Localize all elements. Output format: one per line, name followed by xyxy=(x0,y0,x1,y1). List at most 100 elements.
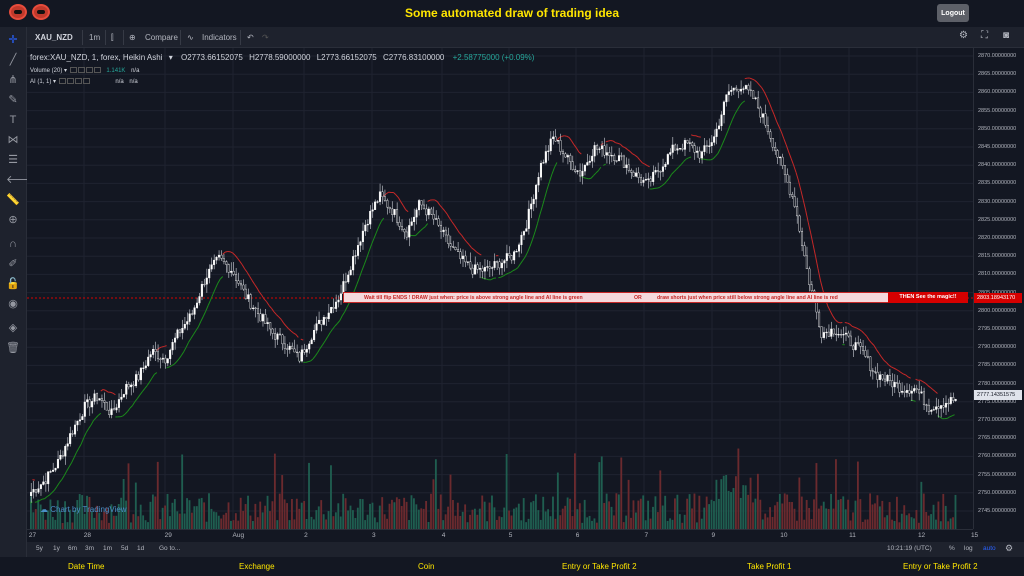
volume-bar xyxy=(203,502,206,529)
price-chart[interactable] xyxy=(27,48,973,529)
indicators-icon[interactable]: ∿ xyxy=(187,33,194,42)
divider xyxy=(240,30,241,45)
more-toggle-icon[interactable] xyxy=(82,78,90,85)
measure-icon[interactable]: 📏 xyxy=(6,194,20,206)
volume-bar xyxy=(137,516,140,529)
undo-icon[interactable]: ↶ xyxy=(247,33,254,42)
close-toggle-icon[interactable] xyxy=(85,67,93,74)
back-arrow-icon[interactable]: 🡐 xyxy=(6,174,36,186)
text-icon[interactable]: T xyxy=(9,114,17,126)
volume-bar xyxy=(817,508,820,529)
settings-toggle-icon[interactable] xyxy=(77,67,85,74)
settings-icon[interactable]: ⚙ xyxy=(1005,543,1014,553)
volume-bar xyxy=(122,478,125,529)
chart-area[interactable] xyxy=(27,48,973,529)
range-1m[interactable]: 1m xyxy=(103,545,113,552)
candle-body xyxy=(188,313,191,322)
volume-bar xyxy=(578,503,581,529)
volume-bar xyxy=(805,499,808,529)
layers-icon[interactable]: ◈ xyxy=(8,322,18,334)
volume-bar xyxy=(776,501,779,529)
candle-body xyxy=(888,375,891,381)
stay-drawing-icon[interactable]: ✐ xyxy=(8,258,18,270)
dropdown-arrow-icon[interactable]: ▾ xyxy=(53,79,57,85)
volume-bar xyxy=(110,504,113,529)
ai-line-segment xyxy=(193,330,197,335)
candle-body xyxy=(530,203,533,210)
volume-bar xyxy=(493,507,496,529)
lock-icon[interactable]: 🔓 xyxy=(6,278,20,290)
indicators-button[interactable]: Indicators xyxy=(202,33,237,42)
fullscreen-icon[interactable]: ⛶ xyxy=(981,30,988,41)
volume-bar xyxy=(715,479,718,529)
interval-selector[interactable]: 1m xyxy=(89,33,101,42)
auto-toggle[interactable]: auto xyxy=(983,545,996,552)
price-tick: 2850.00000000 xyxy=(978,125,1017,132)
eye-toggle-icon[interactable] xyxy=(58,78,66,85)
volume-label[interactable]: Volume (20) xyxy=(30,68,63,74)
volume-bar xyxy=(166,493,169,529)
redo-icon[interactable]: ↷ xyxy=(262,33,269,42)
range-5d[interactable]: 5d xyxy=(121,545,129,552)
magnet-icon[interactable]: ∩ xyxy=(9,238,17,250)
compare-icon[interactable]: ⊕ xyxy=(129,33,136,42)
logout-button[interactable]: Logout xyxy=(937,4,969,22)
candle-body xyxy=(396,209,399,223)
candle-body xyxy=(286,348,289,350)
settings-toggle-icon[interactable] xyxy=(66,78,74,85)
eye-toggle-icon[interactable] xyxy=(69,67,77,74)
trade-annotation[interactable]: Wait till flip ENDS ! DRAW just when: pr… xyxy=(343,292,889,303)
goto-button[interactable]: Go to... xyxy=(159,545,181,552)
ai-line-segment xyxy=(907,376,911,379)
volume-bar xyxy=(700,518,703,529)
ai-line-segment xyxy=(739,102,743,106)
volume-bar xyxy=(864,519,867,529)
candle-body xyxy=(86,399,89,403)
tradingview-watermark[interactable]: ☁ Chart by TradingView xyxy=(40,505,127,514)
range-5y[interactable]: 5y xyxy=(36,545,43,552)
prediction-icon[interactable]: ☰ xyxy=(8,154,18,166)
volume-bar xyxy=(49,499,52,529)
volume-bar xyxy=(359,498,362,529)
screenshot-icon[interactable]: ◙ xyxy=(1003,30,1010,41)
annotation-magic[interactable]: THEN See the magic!! xyxy=(888,292,968,303)
eye-icon[interactable]: ◉ xyxy=(8,298,18,310)
volume-bar xyxy=(278,493,281,529)
candle-body xyxy=(383,196,386,201)
brush-icon[interactable]: ✎ xyxy=(8,94,18,106)
candle-body xyxy=(347,274,350,283)
pattern-icon[interactable]: ⋈ xyxy=(7,134,19,146)
candle-body xyxy=(886,375,889,382)
volume-bar xyxy=(322,514,325,529)
range-3m[interactable]: 3m xyxy=(85,545,95,552)
clock[interactable]: 10:21:19 (UTC) xyxy=(887,545,932,552)
volume-bar xyxy=(727,490,730,529)
range-1d[interactable]: 1d xyxy=(137,545,145,552)
symbol-search[interactable]: XAU_NZD xyxy=(35,33,73,42)
settings-icon[interactable]: ⚙ xyxy=(959,30,968,41)
chart-type-icon[interactable]: ⫿ xyxy=(111,33,114,42)
log-toggle[interactable]: log xyxy=(964,545,973,552)
dropdown-arrow-icon[interactable]: ▾ xyxy=(168,53,173,62)
ai-line-segment xyxy=(605,140,609,143)
candle-body xyxy=(296,351,299,354)
more-toggle-icon[interactable] xyxy=(93,67,101,74)
compare-button[interactable]: Compare xyxy=(145,33,178,42)
candle-body xyxy=(905,390,908,393)
range-1y[interactable]: 1y xyxy=(53,545,60,552)
price-axis[interactable]: 2870.00000000 2865.00000000 2860.00000000 2… xyxy=(973,48,1024,529)
range-6m[interactable]: 6m xyxy=(68,545,78,552)
zoom-icon[interactable]: ⊕ xyxy=(8,214,18,226)
ai-label[interactable]: AI (1, 1) xyxy=(30,79,52,85)
pitchfork-icon[interactable]: ⋔ xyxy=(8,74,18,86)
crosshair-icon[interactable]: ✛ xyxy=(8,34,18,46)
close-toggle-icon[interactable] xyxy=(74,78,82,85)
trendline-icon[interactable]: ╱ xyxy=(9,54,17,66)
percent-toggle[interactable]: % xyxy=(949,545,955,552)
candle-body xyxy=(639,177,643,183)
dropdown-arrow-icon[interactable]: ▾ xyxy=(64,68,68,74)
trash-icon[interactable]: 🗑 xyxy=(6,342,20,354)
ai-line-segment xyxy=(656,187,660,189)
time-axis[interactable]: 27 28 29 Aug 2 3 4 5 6 7 9 10 11 12 15 xyxy=(27,529,978,542)
series-title[interactable]: forex:XAU_NZD, 1, forex, Heikin Ashi xyxy=(30,53,163,62)
